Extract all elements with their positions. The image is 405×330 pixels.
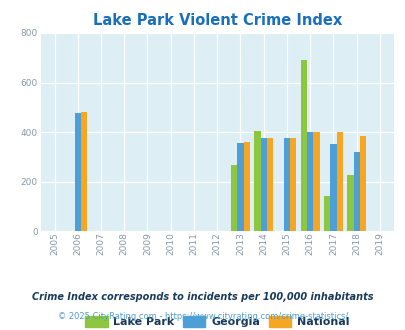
Bar [306, 132, 313, 231]
Bar [254, 131, 260, 231]
Bar [81, 112, 87, 231]
Bar [230, 165, 237, 231]
Bar [359, 136, 365, 231]
Bar [323, 196, 329, 231]
Text: © 2025 CityRating.com - https://www.cityrating.com/crime-statistics/: © 2025 CityRating.com - https://www.city… [58, 312, 347, 321]
Bar [237, 143, 243, 231]
Bar [346, 175, 353, 231]
Bar [266, 138, 273, 231]
Title: Lake Park Violent Crime Index: Lake Park Violent Crime Index [92, 13, 341, 28]
Bar [353, 152, 359, 231]
Bar [289, 138, 296, 231]
Text: Crime Index corresponds to incidents per 100,000 inhabitants: Crime Index corresponds to incidents per… [32, 292, 373, 302]
Bar [313, 132, 319, 231]
Bar [300, 60, 306, 231]
Bar [243, 142, 249, 231]
Bar [283, 138, 289, 231]
Bar [329, 145, 336, 231]
Bar [75, 114, 81, 231]
Bar [336, 132, 342, 231]
Bar [260, 138, 266, 231]
Legend: Lake Park, Georgia, National: Lake Park, Georgia, National [81, 312, 353, 330]
